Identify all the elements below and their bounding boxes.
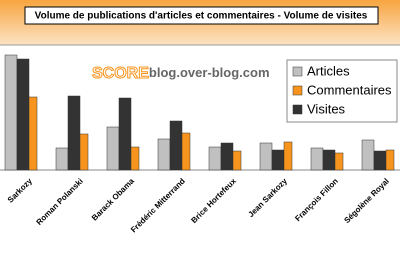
bar — [157, 138, 171, 171]
legend-label: Visites — [307, 101, 346, 116]
legend-box — [286, 59, 398, 123]
chart-title: Volume de publications d'articles et com… — [35, 11, 368, 22]
bar — [67, 95, 81, 171]
bar — [55, 147, 69, 171]
legend-swatch — [292, 104, 303, 115]
watermark: SCOREblog.over-blog.com — [92, 65, 270, 82]
bar — [259, 142, 273, 171]
bar — [118, 97, 132, 171]
bar — [271, 149, 285, 171]
bar — [16, 58, 30, 171]
title-box — [24, 6, 379, 25]
bar — [385, 149, 395, 171]
bar — [334, 152, 344, 171]
watermark-domain: blog.over-blog.com — [149, 65, 270, 80]
bar — [169, 120, 183, 171]
legend-swatch — [292, 66, 303, 77]
bar — [322, 149, 336, 171]
bar — [208, 146, 222, 171]
bar — [310, 147, 324, 171]
bar — [130, 146, 140, 171]
bar — [220, 142, 234, 171]
bar — [373, 150, 387, 171]
bar — [361, 139, 375, 171]
bar — [283, 141, 293, 171]
watermark-brand: SCORE — [92, 65, 149, 82]
bar — [106, 126, 120, 171]
bar — [232, 150, 242, 171]
bar — [181, 132, 191, 171]
bar — [79, 133, 89, 171]
bar — [28, 96, 38, 171]
legend-label: Articles — [307, 63, 350, 78]
legend-swatch — [292, 85, 303, 96]
bar — [4, 54, 18, 171]
legend-label: Commentaires — [307, 82, 392, 97]
